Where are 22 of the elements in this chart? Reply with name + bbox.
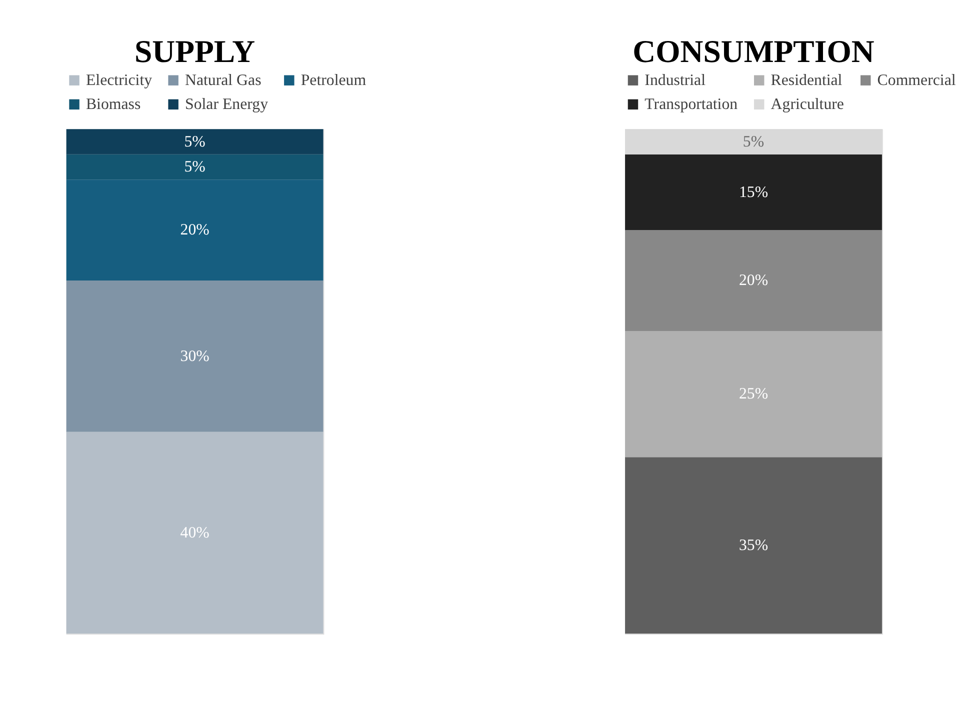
x-tick-label: SUPPLY	[134, 34, 256, 69]
data-label: 40%	[180, 524, 210, 542]
data-label: 20%	[738, 272, 768, 290]
legend-label: Biomass	[86, 96, 141, 114]
data-label: 5%	[184, 158, 206, 176]
data-label: 5%	[742, 133, 764, 150]
legend-label: Electricity	[86, 72, 152, 90]
legend-label: Residential	[770, 72, 843, 90]
x-tick-label: CONSUMPTION	[632, 34, 874, 69]
legend-label: Commercial	[877, 72, 956, 90]
legend-label: Petroleum	[300, 72, 367, 90]
data-label: 5%	[184, 133, 206, 150]
data-label: 15%	[738, 184, 768, 201]
legend-label: Agriculture	[770, 96, 844, 114]
legend-label: Solar Energy	[184, 96, 268, 114]
data-label: 30%	[180, 348, 210, 365]
data-label: 25%	[738, 386, 768, 403]
legend-label: Transportation	[644, 96, 738, 114]
data-label: 20%	[180, 222, 210, 239]
legend-label: Industrial	[644, 72, 706, 90]
legend-label: Natural Gas	[184, 72, 262, 90]
data-label: 35%	[738, 537, 768, 554]
